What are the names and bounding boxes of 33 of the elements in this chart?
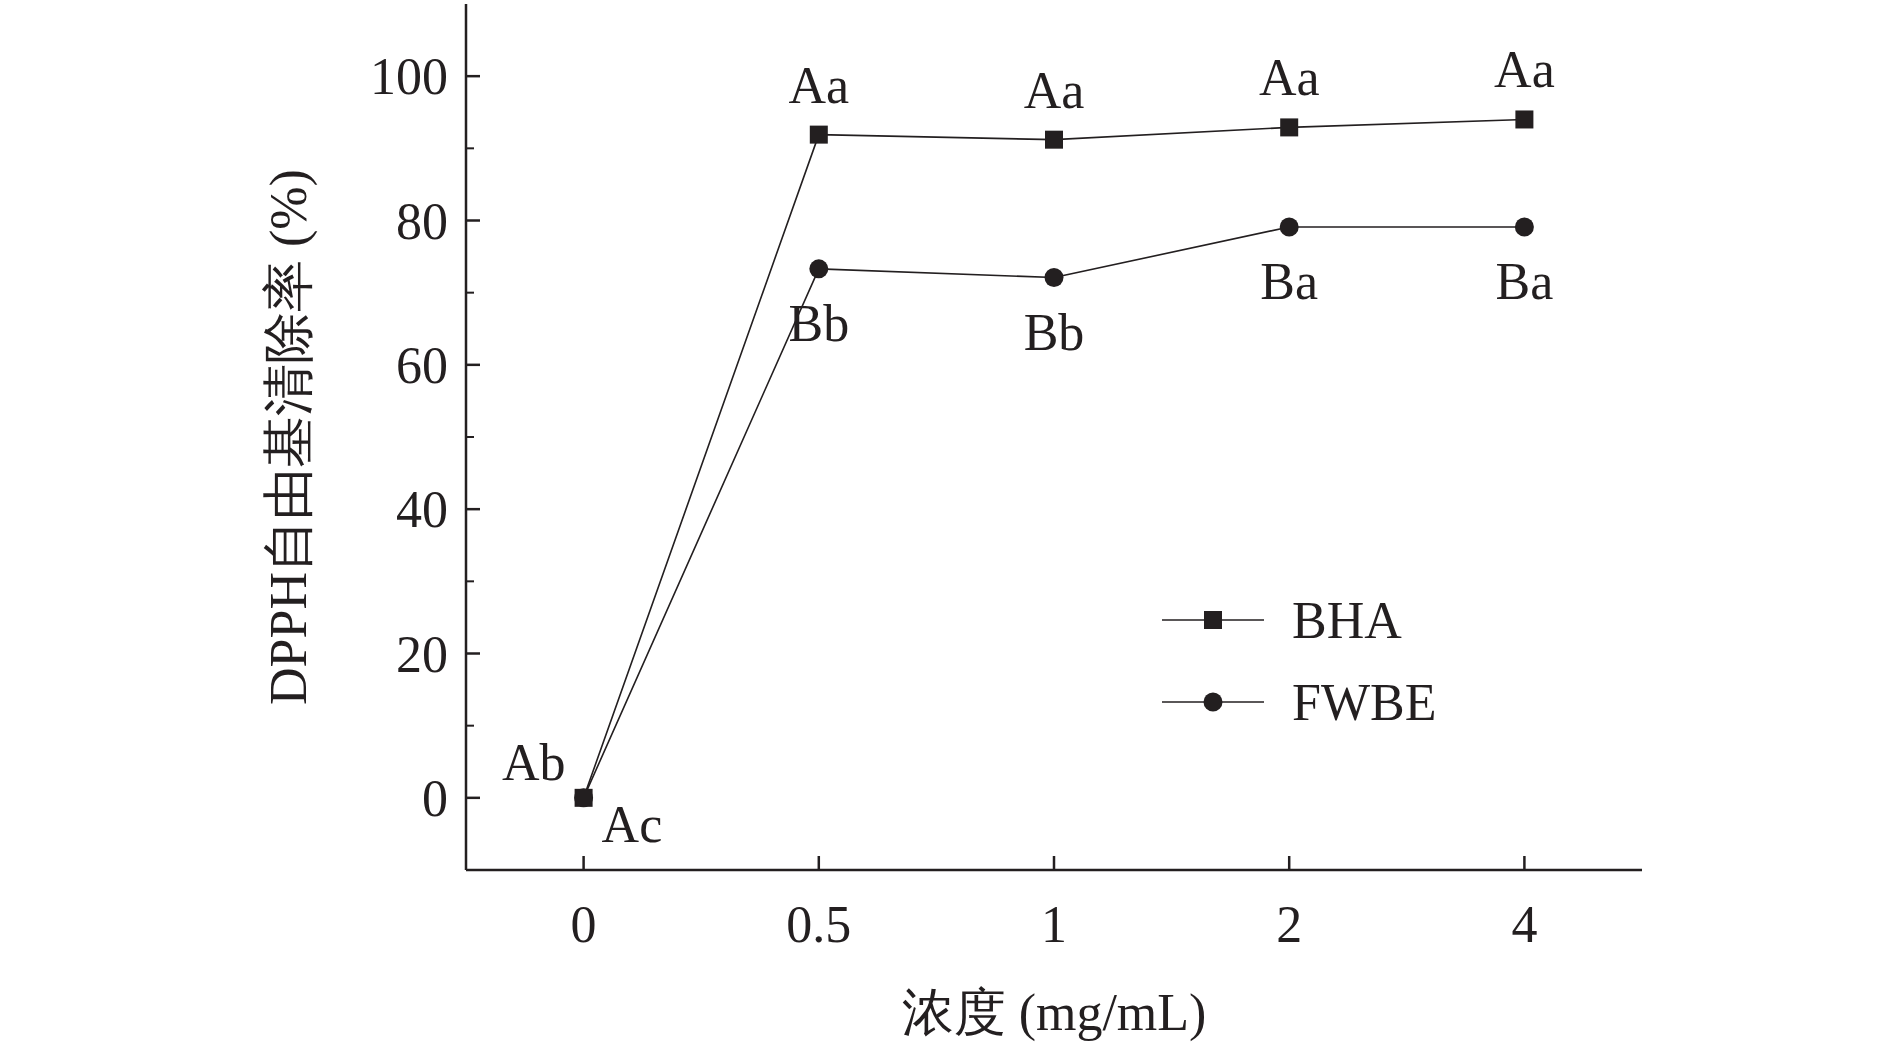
point [1279, 217, 1299, 237]
annotation: Ba [1260, 252, 1319, 310]
annotation: Ac [601, 795, 663, 853]
point [809, 125, 828, 144]
x-tick-label: 4 [1511, 896, 1538, 953]
point [1280, 118, 1299, 137]
x-axis-title: 浓度 (mg/mL) [901, 984, 1207, 1042]
annotation: Bb [1023, 303, 1085, 361]
point [809, 259, 829, 279]
y-tick-label: 80 [396, 192, 448, 250]
point [1045, 130, 1063, 149]
annotation: Aa [1494, 41, 1555, 99]
y-axis-title: DPPH自由基清除率 (%) [260, 169, 318, 705]
annotation: Ba [1495, 252, 1554, 310]
annotation: Aa [788, 56, 850, 114]
y-tick-label: 40 [396, 481, 448, 539]
annotation: Aa [1258, 49, 1320, 107]
annotation: Aa [1023, 61, 1085, 119]
y-tick-label: 20 [396, 625, 448, 683]
x-tick-label: 1 [1041, 896, 1067, 953]
legend-text: FWBE [1292, 674, 1437, 731]
annotation: Ab [502, 733, 566, 791]
point [1515, 110, 1534, 129]
y-tick-label: 0 [422, 769, 448, 827]
legend-text: BHA [1292, 592, 1402, 649]
annotation: Bb [788, 294, 850, 352]
x-tick-label: 2 [1276, 896, 1303, 953]
x-tick-label: 0 [570, 896, 597, 953]
point [1514, 217, 1534, 237]
y-tick-label: 100 [370, 48, 448, 106]
point [1044, 268, 1064, 288]
x-tick-label: 0.5 [786, 896, 852, 953]
y-tick-label: 60 [396, 336, 448, 394]
